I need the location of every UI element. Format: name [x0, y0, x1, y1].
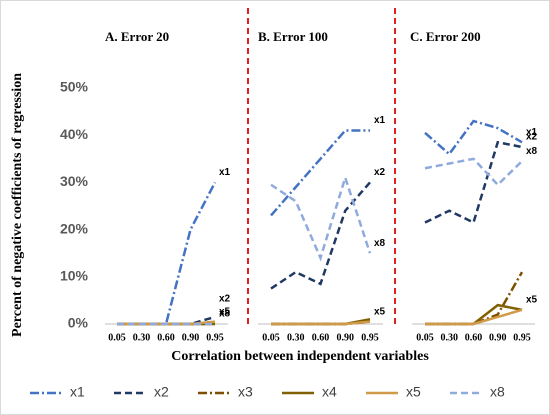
end-label: x1 — [526, 127, 538, 138]
panel-title: A. Error 20 — [105, 29, 169, 44]
series-line — [271, 320, 371, 326]
end-label: x8 — [219, 309, 231, 320]
legend-label: x8 — [490, 384, 505, 400]
panel-title: B. Error 100 — [258, 29, 328, 44]
end-label: x5 — [219, 306, 231, 317]
legend-label: x2 — [154, 384, 169, 400]
panel-title: C. Error 200 — [410, 29, 481, 44]
x-tick-label: 0.90 — [182, 332, 200, 343]
x-tick-label: 0.05 — [416, 332, 434, 343]
end-label: x8 — [374, 238, 386, 249]
y-tick-label: 0% — [68, 315, 89, 331]
end-label: x8 — [526, 146, 538, 157]
x-tick-label: 0.60 — [157, 332, 175, 343]
x-tick-label: 0.95 — [361, 332, 379, 343]
end-label: x1 — [219, 167, 231, 178]
y-tick-label: 30% — [60, 173, 89, 189]
end-label: x2 — [374, 167, 386, 178]
x-tick-label: 0.05 — [108, 332, 126, 343]
series-line — [424, 119, 523, 156]
y-tick-label: 20% — [60, 220, 89, 236]
x-tick-label: 0.95 — [513, 332, 531, 343]
x-tick-label: 0.30 — [133, 332, 151, 343]
x-tick-label: 0.30 — [441, 332, 459, 343]
x-tick-label: 0.05 — [262, 332, 280, 343]
x-tick-label: 0.30 — [287, 332, 305, 343]
series-line — [270, 129, 370, 217]
y-tick-label: 50% — [60, 79, 89, 95]
end-label: x1 — [374, 115, 386, 126]
legend-label: x3 — [238, 384, 253, 400]
legend-label: x1 — [70, 384, 85, 400]
y-tick-label: 40% — [60, 126, 89, 142]
x-axis-label: Correlation between independent variable… — [171, 349, 429, 364]
end-label: x5 — [526, 294, 538, 305]
legend-label: x5 — [406, 384, 421, 400]
legend-label: x4 — [322, 384, 337, 400]
y-tick-label: 10% — [60, 268, 89, 284]
series-line — [425, 271, 524, 326]
series-line — [270, 173, 372, 262]
end-label: x2 — [219, 294, 231, 305]
series-line — [424, 157, 523, 187]
x-tick-label: 0.90 — [489, 332, 507, 343]
y-axis-label: Percent of negative coefficients of regr… — [10, 73, 25, 337]
series-line — [425, 308, 523, 326]
end-label: x2 — [526, 132, 538, 143]
x-tick-label: 0.90 — [337, 332, 355, 343]
end-label: x5 — [374, 306, 386, 317]
x-tick-label: 0.60 — [312, 332, 330, 343]
x-tick-label: 0.60 — [465, 332, 483, 343]
series-line — [424, 140, 523, 225]
x-tick-label: 0.95 — [206, 332, 224, 343]
